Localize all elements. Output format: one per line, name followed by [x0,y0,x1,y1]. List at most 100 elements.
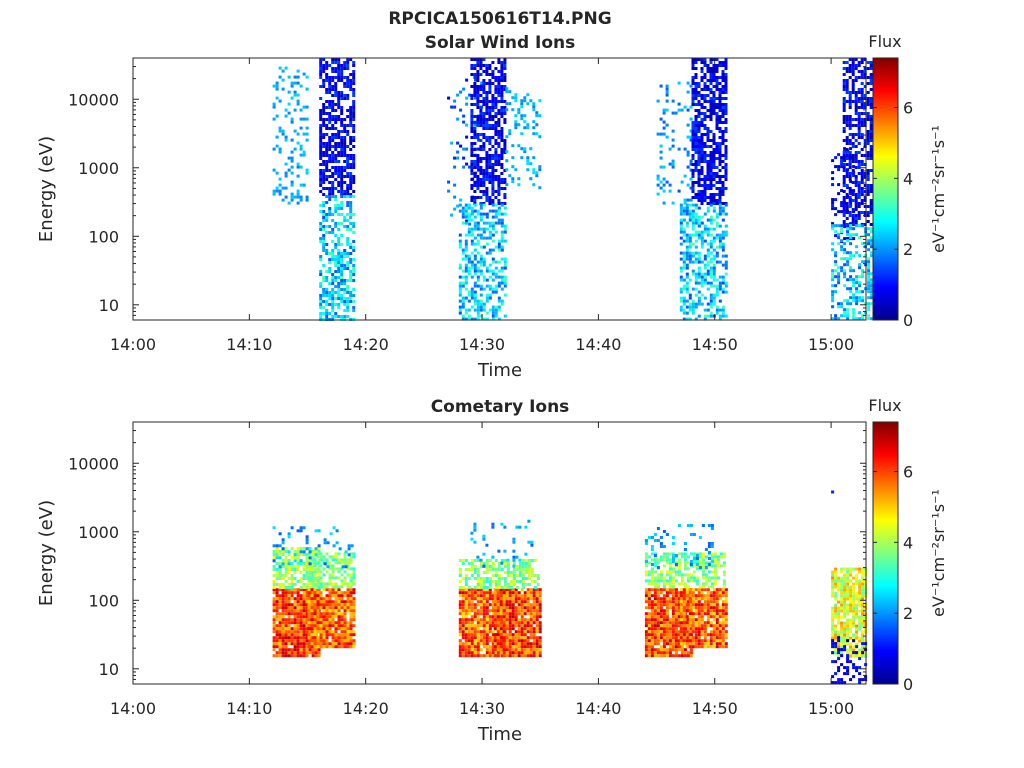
heatmap-cell [703,124,707,127]
heatmap-cell [482,583,486,586]
heatmap-cell [479,577,483,580]
heatmap-cell [706,145,710,148]
heatmap-cell [503,193,507,196]
heatmap-cell [861,296,865,300]
heatmap-cell [511,651,515,655]
heatmap-cell [296,553,300,556]
heatmap-cell [709,178,713,181]
heatmap-cell [840,189,844,193]
heatmap-cell [473,612,477,616]
heatmap-cell [461,305,465,309]
heatmap-cell [682,212,686,216]
heatmap-cell [848,76,852,79]
heatmap-cell [858,281,862,285]
heatmap-cell [494,209,498,213]
heatmap-cell [482,615,486,619]
heatmap-cell [700,79,704,82]
heatmap-cell [337,264,341,267]
heatmap-cell [709,239,713,243]
heatmap-cell [505,636,509,640]
heatmap-cell [709,275,713,279]
heatmap-cell [849,266,853,270]
heatmap-cell [831,293,835,297]
heatmap-cell [476,311,480,315]
heatmap-cell [854,178,858,181]
heatmap-cell [718,308,722,312]
heatmap-cell [500,218,504,222]
heatmap-cell [476,175,480,178]
heatmap-cell [491,109,495,112]
heatmap-cell [334,630,338,634]
heatmap-cell [305,615,309,619]
heatmap-cell [325,187,329,190]
heatmap-cell [476,278,480,282]
heatmap-cell [851,61,855,64]
heatmap-cell [858,254,862,258]
heatmap-cell [346,219,350,222]
heatmap-cell [855,281,859,285]
heatmap-cell [718,190,722,193]
heatmap-cell [494,112,498,115]
heatmap-cell [724,130,728,133]
heatmap-cell [860,106,864,109]
heatmap-cell [322,109,326,112]
heatmap-cell [322,154,326,157]
heatmap-cell [706,233,710,237]
heatmap-cell [703,317,707,321]
heatmap-cell [325,582,329,586]
heatmap-cell [275,571,279,574]
heatmap-cell [334,127,338,130]
heatmap-cell [700,121,704,124]
heatmap-cell [458,594,462,598]
heatmap-cell [520,597,524,601]
heatmap-cell [337,184,341,187]
heatmap-cell [293,90,297,94]
heatmap-cell [700,242,704,246]
heatmap-cell [352,127,356,130]
heatmap-cell [679,206,683,210]
heatmap-cell [334,207,338,210]
heatmap-cell [470,627,474,631]
heatmap-cell [488,586,492,589]
heatmap-cell [689,186,693,190]
heatmap-cell [334,594,338,598]
heatmap-cell [352,154,356,157]
heatmap-cell [855,290,859,294]
heatmap-cell [485,597,489,601]
heatmap-cell [476,591,480,595]
heatmap-cell [855,278,859,282]
heatmap-cell [346,627,350,631]
heatmap-cell [721,242,725,246]
heatmap-cell [473,317,477,321]
heatmap-cell [290,639,294,643]
heatmap-cell [349,594,353,598]
heatmap-cell [293,639,297,643]
heatmap-cell [715,287,719,291]
heatmap-cell [665,90,669,94]
heatmap-cell [508,618,512,622]
heatmap-cell [337,585,341,589]
heatmap-cell [494,583,498,586]
heatmap-cell [679,203,683,207]
heatmap-cell [497,190,501,193]
heatmap-cell [470,109,474,112]
heatmap-cell [846,308,850,312]
heatmap-cell [497,100,501,103]
heatmap-cell [840,257,844,261]
heatmap-cell [715,79,719,82]
heatmap-cell [278,183,282,187]
heatmap-cell [499,603,503,607]
heatmap-cell [308,648,312,652]
heatmap-cell [482,618,486,622]
heatmap-cell [281,538,285,542]
heatmap-cell [328,106,332,109]
heatmap-cell [337,270,341,273]
heatmap-cell [535,111,539,115]
heatmap-cell [491,70,495,73]
heatmap-cell [346,567,350,571]
heatmap-cell [491,651,495,655]
heatmap-cell [352,246,356,249]
heatmap-cell [520,633,524,637]
heatmap-cell [499,621,503,625]
heatmap-cell [493,621,497,625]
